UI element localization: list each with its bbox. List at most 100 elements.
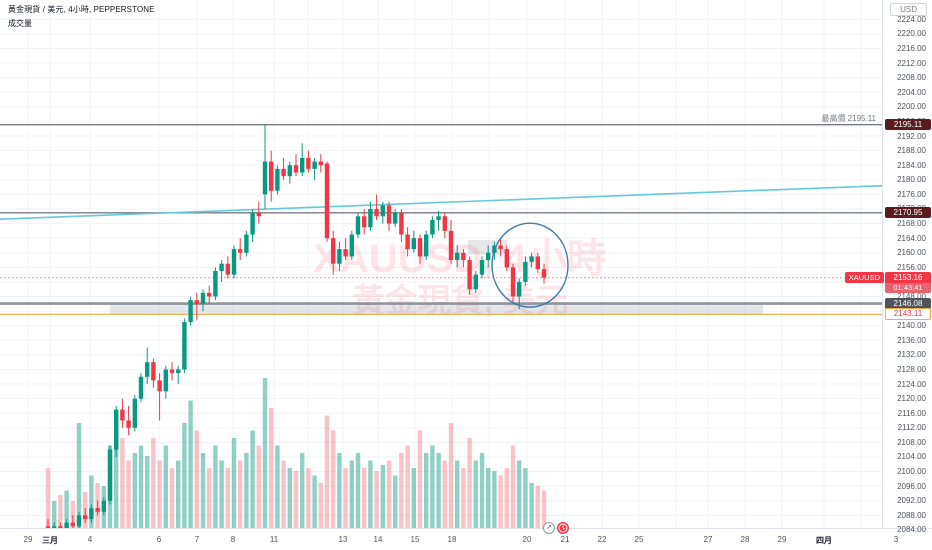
candle-body	[436, 216, 441, 220]
price-tick: 2192.00	[897, 131, 926, 141]
volume-bar	[58, 495, 63, 528]
price-tick: 2096.00	[897, 481, 926, 491]
volume-bar	[238, 460, 243, 528]
volume-bar	[436, 453, 441, 528]
candle-body	[114, 409, 119, 450]
price-tick: 2124.00	[897, 379, 926, 389]
time-axis[interactable]: 29 三月 4 6 7 8 11 13 14 15 18 20 21 22 25 27 28 29 四月 3 ➚	[0, 522, 932, 550]
candle-body	[107, 449, 113, 501]
volume-bar	[479, 453, 485, 528]
candle-body	[293, 165, 299, 173]
time-tick: 18	[447, 535, 457, 544]
time-tick-month: 四月	[816, 536, 832, 545]
volume-bar	[349, 460, 354, 528]
price-tick: 2100.00	[897, 467, 926, 477]
volume-bar	[70, 501, 75, 528]
volume-bar	[293, 471, 299, 528]
candle-body	[486, 252, 491, 261]
price-tick: 2212.00	[897, 58, 926, 68]
candle-body	[95, 508, 100, 512]
alert-clock-icon[interactable]	[557, 522, 569, 534]
time-tick: 25	[634, 535, 644, 544]
candle-body	[188, 300, 193, 323]
volume-bar	[151, 438, 156, 528]
volume-bar	[368, 460, 373, 528]
volume-bar	[541, 490, 547, 528]
trendline[interactable]	[0, 183, 932, 220]
volume-bar	[157, 460, 162, 528]
candle-body	[151, 362, 156, 381]
candle-body	[101, 500, 106, 512]
time-tick: 8	[230, 535, 236, 544]
volume-bar	[182, 423, 187, 528]
highest-price-label: 最高價 2195.11	[821, 113, 876, 123]
symbol-title[interactable]: 黃金現貨 / 美元, 4小時, PEPPERSTONE	[8, 5, 155, 14]
price-tick: 2180.00	[897, 175, 926, 185]
price-tick: 2088.00	[897, 510, 926, 520]
time-tick: 15	[410, 535, 420, 544]
volume-bar	[331, 430, 336, 528]
volume-bar	[405, 445, 410, 528]
time-tick: 29	[777, 535, 787, 544]
candle-body	[337, 249, 342, 264]
time-tick: 20	[522, 535, 532, 544]
candle-body	[70, 522, 75, 527]
watermark-description: 黃金現貨, 美元	[352, 282, 568, 319]
volume-bar	[52, 501, 57, 528]
price-axis[interactable]: USD 2224.00 2220.00 2216.00 2212.00 2208.00 2…	[882, 0, 932, 534]
candle-body	[76, 515, 82, 527]
currency-unit-chip[interactable]: USD	[890, 3, 927, 16]
candle-body	[281, 168, 286, 177]
volume-study-label[interactable]: 成交量	[8, 19, 32, 28]
candle-body	[200, 292, 206, 304]
time-tick: 6	[156, 535, 162, 544]
alert-price-badge: 2143.11	[885, 308, 931, 321]
volume-bar	[262, 378, 268, 528]
ellipse-annotation[interactable]	[491, 222, 569, 308]
volume-bar	[324, 415, 330, 528]
volume-bar	[498, 475, 503, 528]
candle-body	[306, 157, 311, 169]
price-tick: 2140.00	[897, 321, 926, 331]
candle-body	[349, 234, 354, 257]
volume-bar	[200, 453, 206, 528]
candle-body	[250, 212, 255, 235]
price-tick: 2188.00	[897, 146, 926, 156]
candle-body	[312, 161, 317, 169]
volume-bar	[393, 475, 398, 528]
volume-bar	[120, 438, 125, 528]
volume-bar	[380, 465, 385, 528]
zone-rectangle-0[interactable]	[110, 303, 763, 314]
candle-body	[194, 300, 199, 304]
candle-body	[535, 256, 540, 270]
candle-body	[504, 249, 509, 268]
candle-body	[126, 420, 131, 428]
volume-bar	[306, 468, 311, 528]
bar-countdown: 01:43:41	[885, 283, 931, 294]
go-to-realtime-icon[interactable]: ➚	[543, 522, 555, 534]
volume-bar	[430, 445, 435, 528]
volume-bar	[386, 460, 392, 528]
last-price-badge: 2153.16 01:43:41	[885, 272, 931, 294]
candle-body	[207, 292, 212, 297]
price-line-badge-2146: 2146.08	[885, 298, 931, 310]
candle-body	[393, 212, 398, 224]
volume-bar	[213, 445, 218, 528]
volume-bar	[517, 460, 522, 528]
candle-body	[145, 362, 150, 377]
price-tick: 2132.00	[897, 350, 926, 360]
volume-bar	[76, 423, 82, 528]
chart-legend[interactable]: 黃金現貨 / 美元, 4小時, PEPPERSTONE 成交量	[8, 4, 155, 29]
time-tick: 4	[87, 535, 93, 544]
candle-body	[163, 369, 168, 392]
time-tick: 7	[194, 535, 200, 544]
time-tick: 28	[740, 535, 750, 544]
candle-body	[417, 238, 423, 257]
price-tick: 2092.00	[897, 496, 926, 506]
price-tick: 2224.00	[897, 14, 926, 24]
price-tick: 2136.00	[897, 335, 926, 345]
price-tick: 2204.00	[897, 87, 926, 97]
volume-bar	[45, 468, 51, 528]
